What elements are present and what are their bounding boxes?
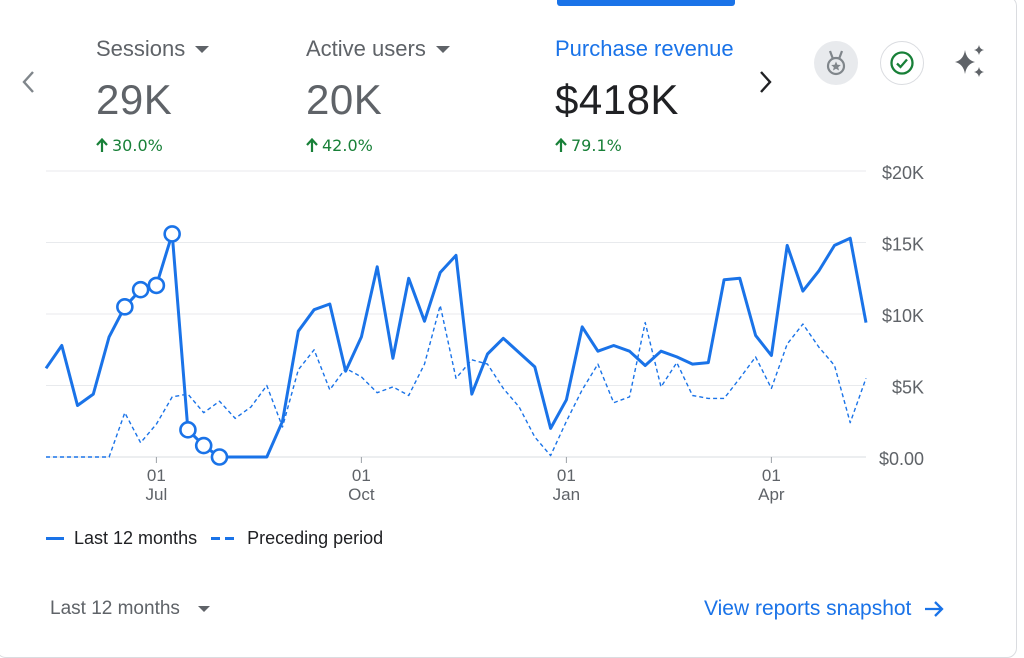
metric-change-value: 42.0% xyxy=(322,136,373,155)
sparkle-icon xyxy=(955,45,984,77)
arrow-up-icon xyxy=(96,138,108,152)
x-tick-month-label: Apr xyxy=(758,485,785,504)
metric-value: 29K xyxy=(96,76,173,123)
caret-down-icon[interactable] xyxy=(435,45,450,53)
previous-metrics-button[interactable] xyxy=(14,66,42,98)
metric-value: 20K xyxy=(306,76,383,123)
x-tick-day-label: 01 xyxy=(147,466,166,485)
y-tick-label: $0.00 xyxy=(879,449,924,469)
y-tick-label: $15K xyxy=(882,235,924,255)
x-tick-month-label: Oct xyxy=(348,485,375,504)
x-tick-day-label: 01 xyxy=(352,466,371,485)
arrow-right-icon xyxy=(925,601,945,617)
metric-active-users[interactable]: Active users 20K 42.0% xyxy=(306,36,450,155)
data-point-marker xyxy=(116,298,134,316)
data-point-marker xyxy=(131,280,150,299)
legend-label-previous: Preceding period xyxy=(247,528,384,548)
chevron-right-icon xyxy=(760,71,772,93)
metric-change: 79.1% xyxy=(555,136,737,155)
metric-change: 30.0% xyxy=(96,136,209,155)
revenue-line-chart: $0.00 $5K $10K $15K $20K 01 Jul 01 Oct 01 Jan 01 Apr xyxy=(0,160,1024,520)
y-tick-label: $20K xyxy=(882,163,924,183)
series-line-last-12-months xyxy=(44,232,868,459)
check-circle-icon xyxy=(890,51,914,75)
legend-dashed-line-icon xyxy=(211,537,238,540)
metric-label: Active users xyxy=(306,36,426,61)
caret-down-icon[interactable] xyxy=(195,45,210,53)
data-point-marker xyxy=(163,225,181,243)
award-badge-button[interactable] xyxy=(814,41,858,85)
metric-label: Sessions xyxy=(96,36,186,61)
y-tick-label: $5K xyxy=(892,378,924,398)
metric-value: $418K xyxy=(555,76,679,123)
legend-item-current[interactable]: Last 12 months xyxy=(46,528,197,549)
next-metrics-button[interactable] xyxy=(752,66,780,98)
metric-purchase-revenue[interactable]: Purchase revenue $418K 79.1% xyxy=(555,36,737,155)
data-point-marker xyxy=(179,421,197,439)
sparkle-insights-button[interactable] xyxy=(948,40,992,84)
data-point-marker xyxy=(210,448,229,466)
view-reports-snapshot-link[interactable]: View reports snapshot xyxy=(704,597,945,621)
x-tick-day-label: 01 xyxy=(762,466,781,485)
metric-sessions[interactable]: Sessions 29K 30.0% xyxy=(96,36,210,155)
series-line-preceding-period xyxy=(46,304,867,458)
arrow-up-icon xyxy=(306,138,318,152)
award-badge-icon xyxy=(826,50,846,76)
x-tick-day-label: 01 xyxy=(557,466,576,485)
x-tick-month-label: Jul xyxy=(146,485,168,504)
chevron-left-icon xyxy=(22,71,34,93)
data-point-marker xyxy=(147,276,166,295)
x-tick-month-label: Jan xyxy=(553,485,580,504)
data-point-marker xyxy=(194,436,213,455)
metric-change: 42.0% xyxy=(306,136,450,155)
legend-solid-line-icon xyxy=(46,537,64,540)
metric-label: Purchase revenue xyxy=(555,36,734,61)
date-range-select[interactable]: Last 12 months xyxy=(50,598,210,620)
view-reports-snapshot-label: View reports snapshot xyxy=(704,597,912,620)
y-tick-label: $10K xyxy=(882,306,924,326)
insights-check-button[interactable] xyxy=(880,41,924,85)
chart-legend: Last 12 months Preceding period xyxy=(46,528,397,549)
legend-item-previous[interactable]: Preceding period xyxy=(211,528,383,549)
active-tab-indicator xyxy=(557,0,735,6)
date-range-label: Last 12 months xyxy=(50,598,180,619)
metric-change-value: 30.0% xyxy=(112,136,163,155)
caret-down-icon xyxy=(197,606,210,612)
legend-label-current: Last 12 months xyxy=(74,528,198,548)
metric-change-value: 79.1% xyxy=(571,136,622,155)
arrow-up-icon xyxy=(555,138,567,152)
